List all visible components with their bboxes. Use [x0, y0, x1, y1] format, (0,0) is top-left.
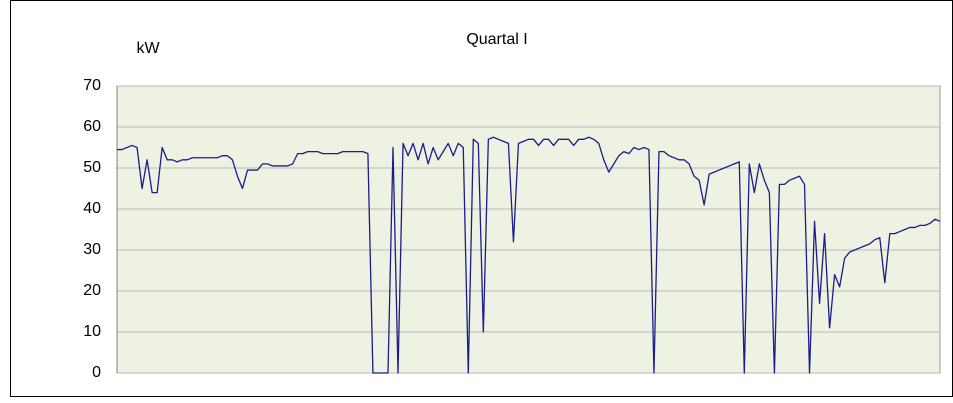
- y-tick-label: 0: [92, 364, 101, 381]
- y-tick-label: 30: [83, 241, 101, 258]
- y-tick-label: 60: [83, 118, 101, 135]
- y-tick-label: 70: [83, 77, 101, 94]
- plot-area: [116, 85, 941, 374]
- y-tick-label: 50: [83, 159, 101, 176]
- y-tick-label: 40: [83, 200, 101, 217]
- data-line: [117, 136, 941, 374]
- chart-title: Quartal I: [466, 31, 527, 48]
- y-tick-label: 10: [83, 323, 101, 340]
- y-axis-label: kW: [136, 40, 160, 57]
- y-tick-label: 20: [83, 282, 101, 299]
